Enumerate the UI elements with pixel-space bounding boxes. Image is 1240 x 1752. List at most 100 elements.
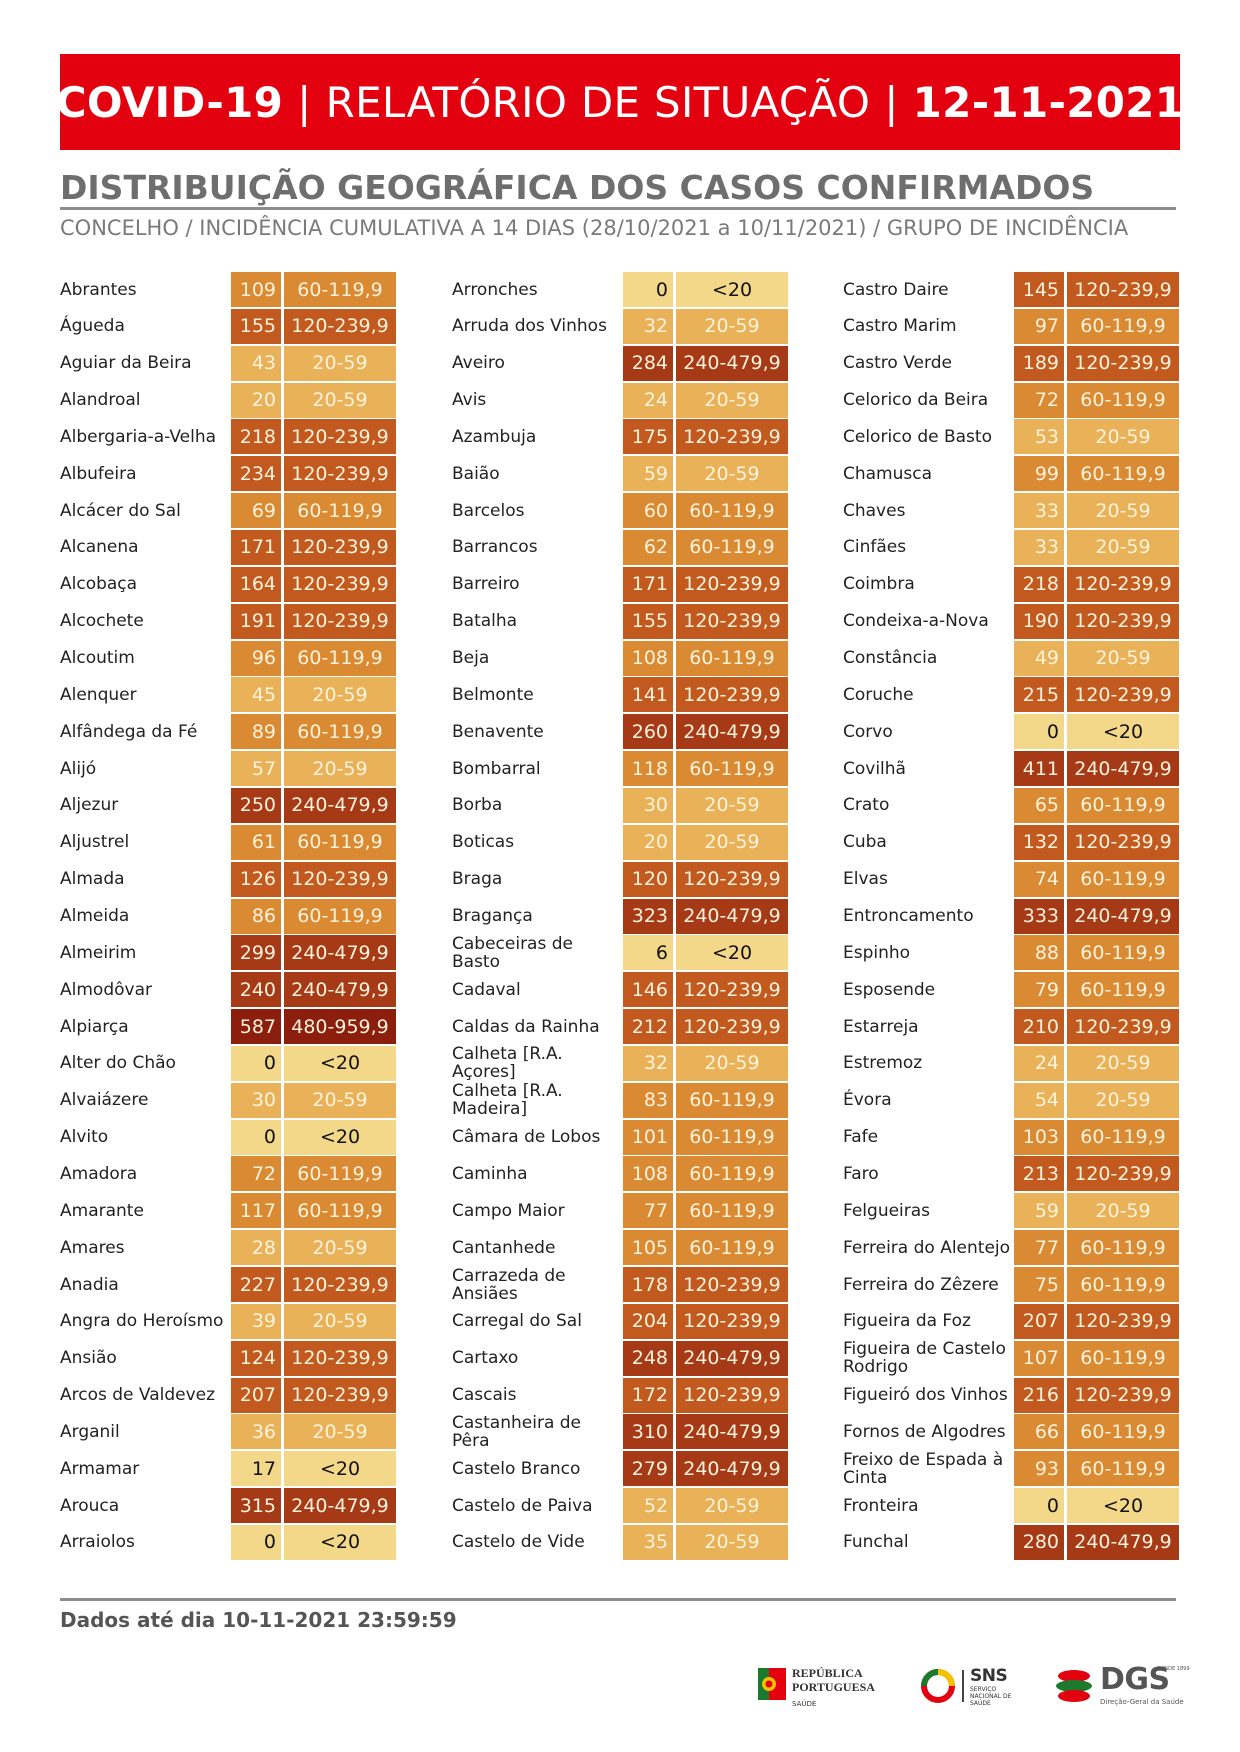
municipality-name: Castelo de Vide bbox=[452, 1532, 585, 1553]
incidence-value: 97 bbox=[1014, 308, 1064, 344]
incidence-value: 59 bbox=[623, 456, 673, 492]
incidence-group: 60-119,9 bbox=[676, 640, 788, 676]
municipality-row: Alcoutim 96 60-119,9 bbox=[60, 640, 440, 676]
municipality-row: Almada 126 120-239,9 bbox=[60, 861, 440, 897]
incidence-value: 49 bbox=[1014, 640, 1064, 676]
municipality-name: Carregal do Sal bbox=[452, 1311, 582, 1332]
municipality-row: Alvaiázere 30 20-59 bbox=[60, 1082, 440, 1118]
incidence-group: 120-239,9 bbox=[1067, 603, 1179, 639]
incidence-group: 240-479,9 bbox=[1067, 898, 1179, 934]
municipality-row: Cascais 172 120-239,9 bbox=[452, 1377, 832, 1413]
municipality-name: Faro bbox=[843, 1163, 879, 1184]
incidence-value: 77 bbox=[623, 1193, 673, 1229]
municipality-row: Estarreja 210 120-239,9 bbox=[843, 1009, 1223, 1044]
incidence-group: 120-239,9 bbox=[1067, 566, 1179, 602]
municipality-name: Aguiar da Beira bbox=[60, 353, 192, 374]
municipality-row: Alandroal 20 20-59 bbox=[60, 382, 440, 418]
incidence-value: 53 bbox=[1014, 419, 1064, 455]
incidence-value: 218 bbox=[1014, 566, 1064, 602]
municipality-name: Figueiró dos Vinhos bbox=[843, 1385, 1008, 1405]
municipality-name: Castelo Branco bbox=[452, 1458, 581, 1479]
municipality-name: Alenquer bbox=[60, 684, 137, 705]
municipality-row: Figueira de Castelo Rodrigo 107 60-119,9 bbox=[843, 1340, 1223, 1376]
municipality-name: Elvas bbox=[843, 869, 888, 890]
municipality-name: Arcos de Valdevez bbox=[60, 1385, 216, 1405]
incidence-group: 60-119,9 bbox=[284, 824, 396, 860]
municipality-row: Anadia 227 120-239,9 bbox=[60, 1267, 440, 1302]
municipality-name: Calheta [R.A. Madeira] bbox=[452, 1081, 563, 1120]
incidence-group: 60-119,9 bbox=[1067, 1267, 1179, 1302]
municipality-row: Cadaval 146 120-239,9 bbox=[452, 972, 832, 1008]
municipality-row: Almodôvar 240 240-479,9 bbox=[60, 972, 440, 1008]
incidence-group: 60-119,9 bbox=[676, 1193, 788, 1229]
municipality-name: Aljezur bbox=[60, 795, 119, 816]
municipality-name: Baião bbox=[452, 463, 500, 484]
incidence-group: 480-959,9 bbox=[284, 1009, 396, 1044]
incidence-value: 212 bbox=[623, 1009, 673, 1044]
dgs-sub: Direção-Geral da Saúde bbox=[1100, 1698, 1184, 1706]
municipality-row: Arruda dos Vinhos 32 20-59 bbox=[452, 308, 832, 344]
incidence-value: 0 bbox=[623, 272, 673, 307]
incidence-group: 240-479,9 bbox=[676, 714, 788, 750]
incidence-value: 120 bbox=[623, 861, 673, 897]
municipality-name: Crato bbox=[843, 795, 890, 816]
municipality-row: Constância 49 20-59 bbox=[843, 640, 1223, 676]
data-date-note: Dados até dia 10-11-2021 23:59:59 bbox=[60, 1608, 457, 1632]
incidence-group: 240-479,9 bbox=[284, 972, 396, 1008]
municipality-name: Cadaval bbox=[452, 979, 521, 1000]
incidence-value: 24 bbox=[1014, 1045, 1064, 1081]
municipality-row: Fornos de Algodres 66 60-119,9 bbox=[843, 1414, 1223, 1450]
incidence-group: 120-239,9 bbox=[676, 419, 788, 455]
municipality-name: Coruche bbox=[843, 684, 914, 705]
municipality-name: Fornos de Algodres bbox=[843, 1421, 1006, 1442]
municipality-row: Fronteira 0 <20 bbox=[843, 1488, 1223, 1523]
municipality-name: Espinho bbox=[843, 942, 911, 963]
municipality-name: Amarante bbox=[60, 1200, 144, 1221]
municipality-name: Azambuja bbox=[452, 426, 537, 447]
incidence-group: 60-119,9 bbox=[676, 1230, 788, 1266]
municipality-row: Felgueiras 59 20-59 bbox=[843, 1193, 1223, 1229]
incidence-group: <20 bbox=[676, 272, 788, 307]
municipality-row: Alcanena 171 120-239,9 bbox=[60, 529, 440, 565]
incidence-value: 89 bbox=[231, 714, 281, 750]
municipality-row: Alcobaça 164 120-239,9 bbox=[60, 566, 440, 602]
incidence-value: 52 bbox=[623, 1488, 673, 1523]
incidence-group: 240-479,9 bbox=[1067, 1524, 1179, 1560]
incidence-value: 54 bbox=[1014, 1082, 1064, 1118]
municipality-row: Campo Maior 77 60-119,9 bbox=[452, 1193, 832, 1229]
incidence-value: 72 bbox=[1014, 382, 1064, 418]
incidence-value: 30 bbox=[623, 787, 673, 823]
incidence-group: 20-59 bbox=[676, 456, 788, 492]
municipality-row: Esposende 79 60-119,9 bbox=[843, 972, 1223, 1008]
municipality-name: Benavente bbox=[452, 721, 544, 742]
municipality-name: Arronches bbox=[452, 279, 538, 300]
municipality-row: Barrancos 62 60-119,9 bbox=[452, 529, 832, 565]
incidence-group: 20-59 bbox=[1067, 1045, 1179, 1081]
incidence-group: 60-119,9 bbox=[1067, 456, 1179, 492]
incidence-value: 227 bbox=[231, 1267, 281, 1302]
incidence-value: 164 bbox=[231, 566, 281, 602]
municipality-row: Águeda 155 120-239,9 bbox=[60, 308, 440, 344]
incidence-value: 103 bbox=[1014, 1119, 1064, 1155]
incidence-group: 240-479,9 bbox=[284, 787, 396, 823]
incidence-value: 28 bbox=[231, 1230, 281, 1266]
incidence-group: 20-59 bbox=[284, 1303, 396, 1339]
municipality-row: Coruche 215 120-239,9 bbox=[843, 677, 1223, 713]
incidence-group: 60-119,9 bbox=[284, 1156, 396, 1192]
incidence-value: 141 bbox=[623, 677, 673, 713]
municipality-row: Castro Marim 97 60-119,9 bbox=[843, 308, 1223, 344]
incidence-value: 69 bbox=[231, 493, 281, 529]
incidence-group: 120-239,9 bbox=[284, 308, 396, 344]
incidence-value: 284 bbox=[623, 345, 673, 381]
incidence-group: 60-119,9 bbox=[284, 640, 396, 676]
incidence-group: 120-239,9 bbox=[676, 1009, 788, 1044]
incidence-group: 120-239,9 bbox=[284, 1267, 396, 1302]
municipality-row: Castelo de Paiva 52 20-59 bbox=[452, 1488, 832, 1523]
incidence-value: 36 bbox=[231, 1414, 281, 1450]
sns-sub: SERVIÇO NACIONAL DE SAÚDE bbox=[970, 1686, 1012, 1707]
municipality-row: Bombarral 118 60-119,9 bbox=[452, 751, 832, 787]
incidence-value: 33 bbox=[1014, 529, 1064, 565]
incidence-value: 20 bbox=[623, 824, 673, 860]
municipality-name: Borba bbox=[452, 795, 503, 816]
incidence-group: 20-59 bbox=[676, 308, 788, 344]
